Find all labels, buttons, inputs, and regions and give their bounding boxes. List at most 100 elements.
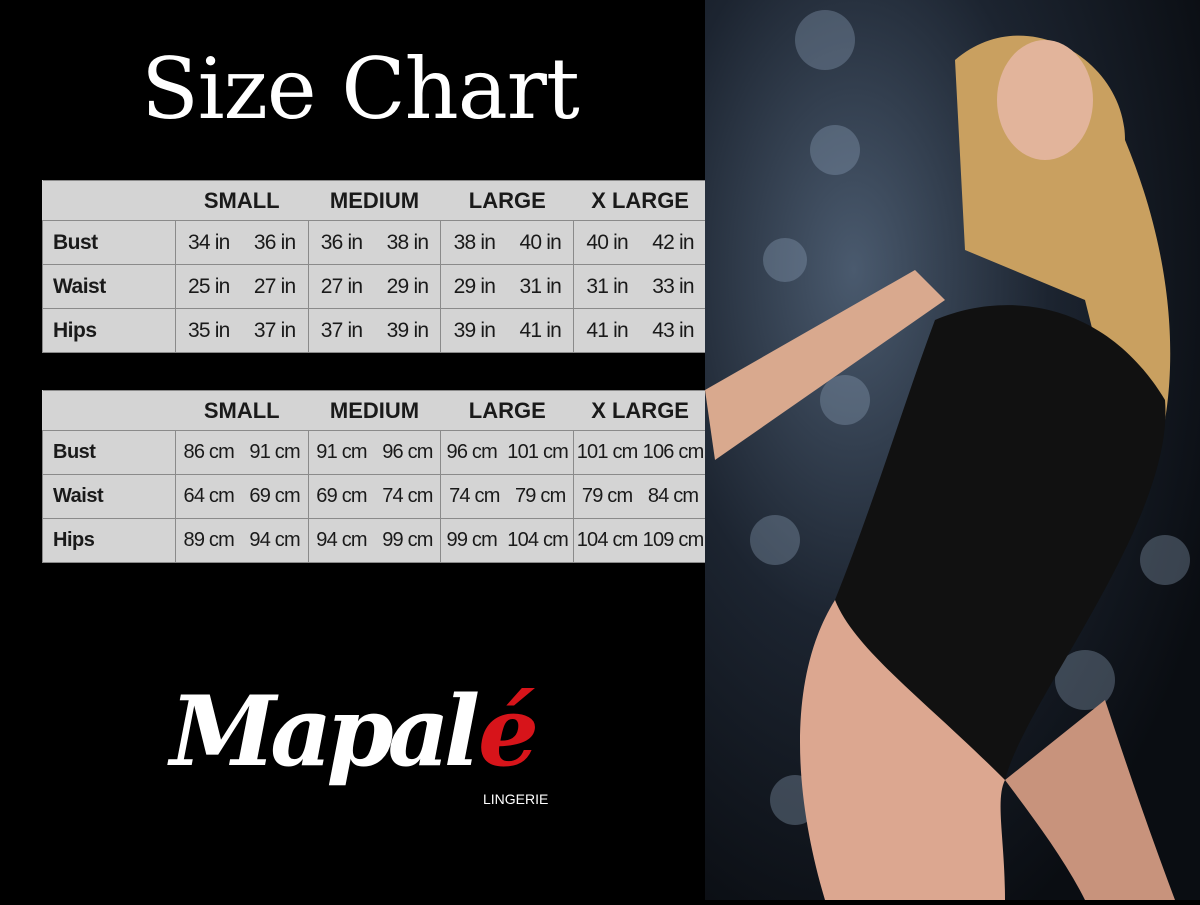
size-range-cell: 31 in 33 in xyxy=(573,264,707,309)
min-value: 96 cm xyxy=(446,441,498,463)
max-value: 84 cm xyxy=(647,485,699,507)
max-value: 96 cm xyxy=(382,441,433,463)
measurement-label: Bust xyxy=(42,430,176,475)
max-value: 79 cm xyxy=(514,485,566,507)
max-value: 40 in xyxy=(519,230,561,254)
size-range-cell: 101 cm 106 cm xyxy=(573,430,707,475)
max-value: 42 in xyxy=(652,230,694,254)
min-value: 79 cm xyxy=(581,485,633,507)
size-range-cell: 91 cm 96 cm xyxy=(307,430,442,475)
size-range-cell: 36 in 38 in xyxy=(307,220,442,265)
min-value: 104 cm xyxy=(576,529,639,551)
size-range-cell: 69 cm 74 cm xyxy=(307,474,442,519)
corner-cell xyxy=(42,180,176,221)
size-range-cell: 34 in 36 in xyxy=(174,220,309,265)
measurement-label: Hips xyxy=(42,308,176,353)
max-value: 41 in xyxy=(519,318,561,342)
measurement-label: Waist xyxy=(42,474,176,519)
size-header: X LARGE xyxy=(573,180,707,221)
min-value: 41 in xyxy=(586,318,628,342)
max-value: 31 in xyxy=(519,274,561,298)
max-value: 99 cm xyxy=(382,529,433,551)
model-photo xyxy=(705,0,1200,900)
size-range-cell: 25 in 27 in xyxy=(174,264,309,309)
measurement-label: Bust xyxy=(42,220,176,265)
min-value: 27 in xyxy=(320,274,363,298)
svg-text:Mapal: Mapal xyxy=(167,675,479,788)
size-header: MEDIUM xyxy=(308,180,441,221)
max-value: 94 cm xyxy=(249,529,300,551)
brand-logo: Mapal é LINGERIE xyxy=(167,675,548,807)
min-value: 35 in xyxy=(187,318,230,342)
max-value: 91 cm xyxy=(249,441,300,463)
size-range-cell: 94 cm 99 cm xyxy=(307,518,442,563)
min-value: 64 cm xyxy=(183,485,235,507)
svg-text:é: é xyxy=(478,675,539,788)
size-range-cell: 64 cm 69 cm xyxy=(174,474,309,519)
min-value: 101 cm xyxy=(576,441,639,463)
size-range-cell: 104 cm 109 cm xyxy=(573,518,707,563)
size-range-cell: 99 cm 104 cm xyxy=(440,518,575,563)
measurement-label: Hips xyxy=(42,518,176,563)
table-row: Waist 64 cm 69 cm 69 cm 74 cm 74 cm 79 cm 79 cm… xyxy=(42,474,707,519)
table-row: Bust 86 cm 91 cm 91 cm 96 cm 96 cm 101 cm 101 c… xyxy=(42,430,707,475)
min-value: 91 cm xyxy=(316,441,367,463)
measurement-label: Waist xyxy=(42,264,176,309)
min-value: 25 in xyxy=(187,274,230,298)
size-table-centimeters: SMALL MEDIUM LARGE X LARGE Bust 86 cm 91 cm 91 … xyxy=(42,390,707,563)
size-range-cell: 79 cm 84 cm xyxy=(573,474,707,519)
min-value: 34 in xyxy=(187,230,230,254)
page-title: Size Chart xyxy=(141,40,579,138)
min-value: 39 in xyxy=(453,318,496,342)
min-value: 37 in xyxy=(320,318,363,342)
size-range-cell: 41 in 43 in xyxy=(573,308,707,353)
size-range-cell: 40 in 42 in xyxy=(573,220,707,265)
max-value: 69 cm xyxy=(249,485,300,507)
max-value: 29 in xyxy=(386,274,429,298)
max-value: 109 cm xyxy=(642,529,705,551)
max-value: 36 in xyxy=(253,230,296,254)
size-range-cell: 39 in 41 in xyxy=(440,308,575,353)
max-value: 104 cm xyxy=(507,529,569,551)
size-range-cell: 89 cm 94 cm xyxy=(174,518,309,563)
max-value: 43 in xyxy=(652,318,694,342)
size-range-cell: 29 in 31 in xyxy=(440,264,575,309)
min-value: 69 cm xyxy=(316,485,367,507)
min-value: 99 cm xyxy=(446,529,498,551)
size-range-cell: 74 cm 79 cm xyxy=(440,474,575,519)
min-value: 36 in xyxy=(320,230,363,254)
size-header: SMALL xyxy=(175,390,309,431)
min-value: 29 in xyxy=(453,274,496,298)
table-row: Bust 34 in 36 in 36 in 38 in 38 in 40 in 40 in 4… xyxy=(42,220,707,265)
svg-text:LINGERIE: LINGERIE xyxy=(483,791,548,807)
size-header: MEDIUM xyxy=(308,390,441,431)
table-row: Hips 89 cm 94 cm 94 cm 99 cm 99 cm 104 cm 104 c… xyxy=(42,518,707,563)
table-row: Hips 35 in 37 in 37 in 39 in 39 in 41 in 41 in 4… xyxy=(42,308,707,353)
size-range-cell: 35 in 37 in xyxy=(174,308,309,353)
corner-cell xyxy=(42,390,176,431)
min-value: 40 in xyxy=(586,230,628,254)
max-value: 27 in xyxy=(253,274,296,298)
min-value: 38 in xyxy=(453,230,496,254)
max-value: 33 in xyxy=(652,274,694,298)
max-value: 38 in xyxy=(386,230,429,254)
min-value: 94 cm xyxy=(316,529,367,551)
min-value: 89 cm xyxy=(183,529,235,551)
max-value: 74 cm xyxy=(382,485,433,507)
max-value: 106 cm xyxy=(642,441,705,463)
min-value: 31 in xyxy=(586,274,628,298)
size-header: LARGE xyxy=(440,180,574,221)
max-value: 37 in xyxy=(253,318,296,342)
size-range-cell: 86 cm 91 cm xyxy=(174,430,309,475)
max-value: 39 in xyxy=(386,318,429,342)
size-header: LARGE xyxy=(440,390,574,431)
size-header: X LARGE xyxy=(573,390,707,431)
size-table-inches: SMALL MEDIUM LARGE X LARGE Bust 34 in 36 in 36 … xyxy=(42,180,707,353)
max-value: 101 cm xyxy=(507,441,569,463)
min-value: 74 cm xyxy=(449,485,500,507)
min-value: 86 cm xyxy=(183,441,235,463)
size-range-cell: 38 in 40 in xyxy=(440,220,575,265)
size-range-cell: 96 cm 101 cm xyxy=(440,430,575,475)
size-range-cell: 37 in 39 in xyxy=(307,308,442,353)
size-header: SMALL xyxy=(175,180,309,221)
